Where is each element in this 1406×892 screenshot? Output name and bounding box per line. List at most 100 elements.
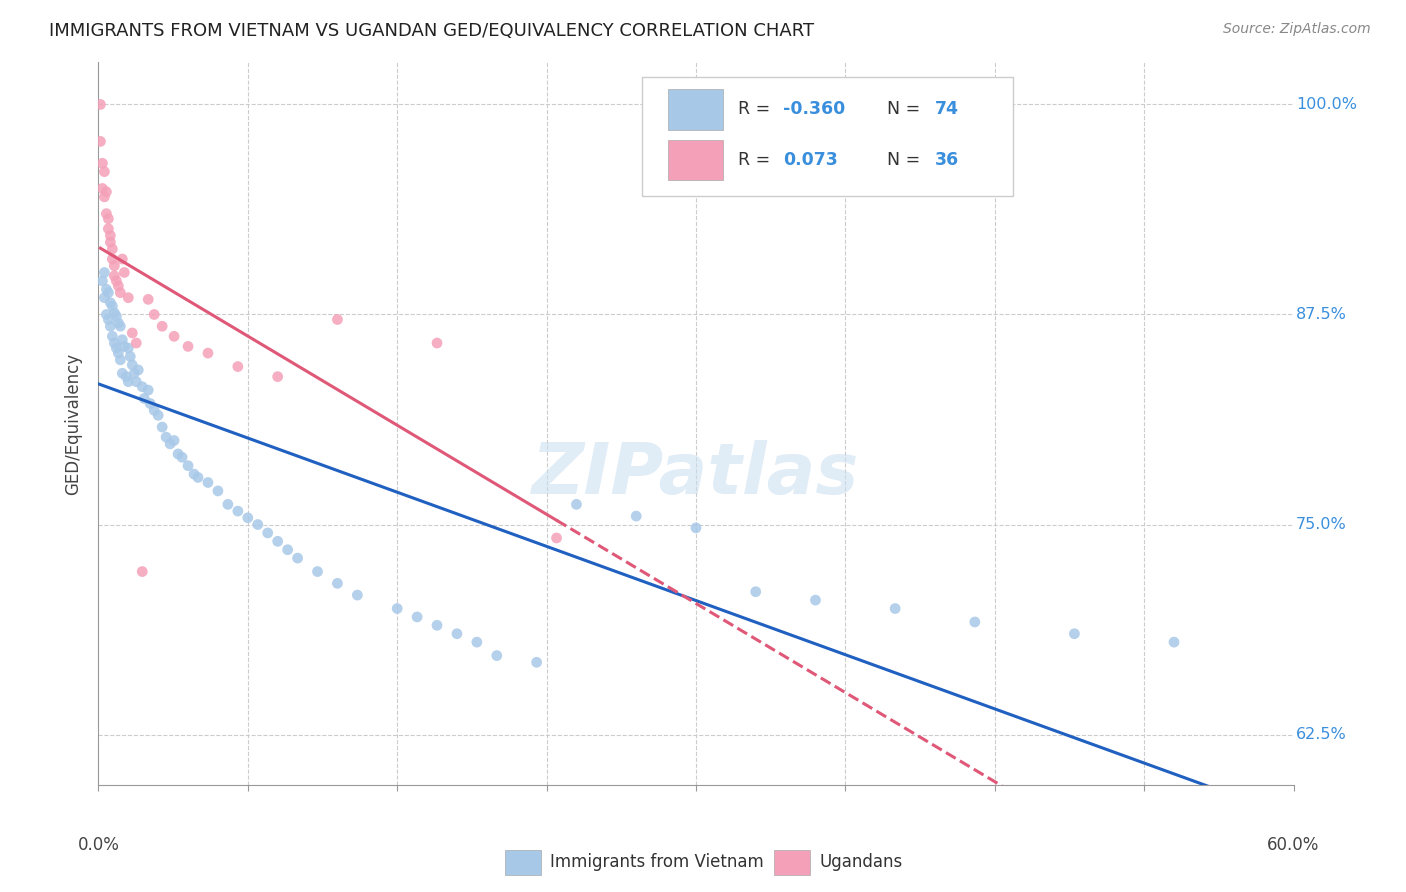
Point — [804, 593, 827, 607]
Point — [111, 333, 134, 347]
Point — [187, 470, 209, 484]
Text: N =: N = — [887, 151, 927, 169]
Text: -0.360: -0.360 — [783, 101, 845, 119]
Point — [526, 655, 548, 669]
Point — [163, 329, 186, 343]
Text: 0.0%: 0.0% — [77, 836, 120, 854]
Point — [155, 430, 177, 444]
Point — [89, 97, 111, 112]
Point — [131, 565, 153, 579]
Point — [103, 336, 125, 351]
Point — [148, 409, 170, 423]
Text: 0.073: 0.073 — [783, 151, 838, 169]
Point — [385, 601, 409, 615]
Point — [217, 497, 239, 511]
Text: 36: 36 — [935, 151, 959, 169]
Point — [93, 291, 115, 305]
Point — [546, 531, 568, 545]
Point — [226, 359, 249, 374]
Text: IMMIGRANTS FROM VIETNAM VS UGANDAN GED/EQUIVALENCY CORRELATION CHART: IMMIGRANTS FROM VIETNAM VS UGANDAN GED/E… — [49, 22, 814, 40]
Text: 100.0%: 100.0% — [1296, 97, 1357, 112]
Point — [159, 437, 181, 451]
Point — [226, 504, 249, 518]
Point — [115, 369, 138, 384]
Point — [101, 329, 124, 343]
Point — [287, 551, 309, 566]
Point — [101, 242, 124, 256]
Point — [426, 618, 449, 632]
Text: Ugandans: Ugandans — [820, 854, 903, 871]
Bar — [505, 850, 541, 875]
Point — [267, 534, 290, 549]
Point — [98, 235, 122, 250]
Point — [93, 265, 115, 279]
Point — [97, 211, 120, 226]
Text: Source: ZipAtlas.com: Source: ZipAtlas.com — [1223, 22, 1371, 37]
Point — [565, 497, 588, 511]
Point — [110, 352, 132, 367]
Point — [167, 447, 190, 461]
Point — [246, 517, 269, 532]
Point — [103, 268, 125, 283]
Point — [98, 228, 122, 243]
Point — [131, 380, 153, 394]
Point — [267, 369, 290, 384]
FancyBboxPatch shape — [668, 140, 724, 180]
Point — [111, 252, 134, 266]
Point — [93, 164, 115, 178]
Point — [406, 610, 429, 624]
Point — [91, 274, 114, 288]
Point — [98, 319, 122, 334]
Point — [307, 565, 329, 579]
Text: ZIPatlas: ZIPatlas — [533, 440, 859, 508]
Point — [326, 312, 349, 326]
Point — [97, 312, 120, 326]
Point — [143, 403, 166, 417]
Point — [91, 156, 114, 170]
Text: R =: R = — [738, 151, 776, 169]
Bar — [773, 850, 810, 875]
Point — [207, 483, 229, 498]
Point — [107, 279, 129, 293]
Point — [96, 207, 118, 221]
Point — [117, 291, 139, 305]
Point — [485, 648, 508, 663]
Y-axis label: GED/Equivalency: GED/Equivalency — [65, 352, 83, 495]
Point — [177, 339, 200, 353]
Point — [127, 363, 149, 377]
Point — [125, 375, 148, 389]
Point — [103, 259, 125, 273]
Point — [143, 308, 166, 322]
Point — [346, 588, 368, 602]
Point — [101, 252, 124, 266]
Point — [96, 282, 118, 296]
Point — [117, 341, 139, 355]
Point — [626, 509, 648, 524]
Text: R =: R = — [738, 101, 776, 119]
Point — [120, 350, 142, 364]
Point — [426, 336, 449, 351]
Point — [197, 346, 219, 360]
Text: N =: N = — [887, 101, 927, 119]
Point — [121, 358, 143, 372]
Point — [111, 366, 134, 380]
Point — [326, 576, 349, 591]
Point — [96, 185, 118, 199]
Point — [1163, 635, 1185, 649]
Point — [103, 306, 125, 320]
FancyBboxPatch shape — [668, 89, 724, 129]
Point — [685, 521, 707, 535]
Point — [256, 525, 278, 540]
Point — [121, 326, 143, 340]
Point — [105, 309, 128, 323]
Text: 87.5%: 87.5% — [1296, 307, 1347, 322]
Point — [89, 135, 111, 149]
Point — [150, 319, 173, 334]
Point — [446, 626, 468, 640]
Text: Immigrants from Vietnam: Immigrants from Vietnam — [550, 854, 763, 871]
Point — [150, 420, 173, 434]
Point — [197, 475, 219, 490]
Text: 62.5%: 62.5% — [1296, 727, 1347, 742]
Point — [107, 316, 129, 330]
Point — [124, 366, 146, 380]
